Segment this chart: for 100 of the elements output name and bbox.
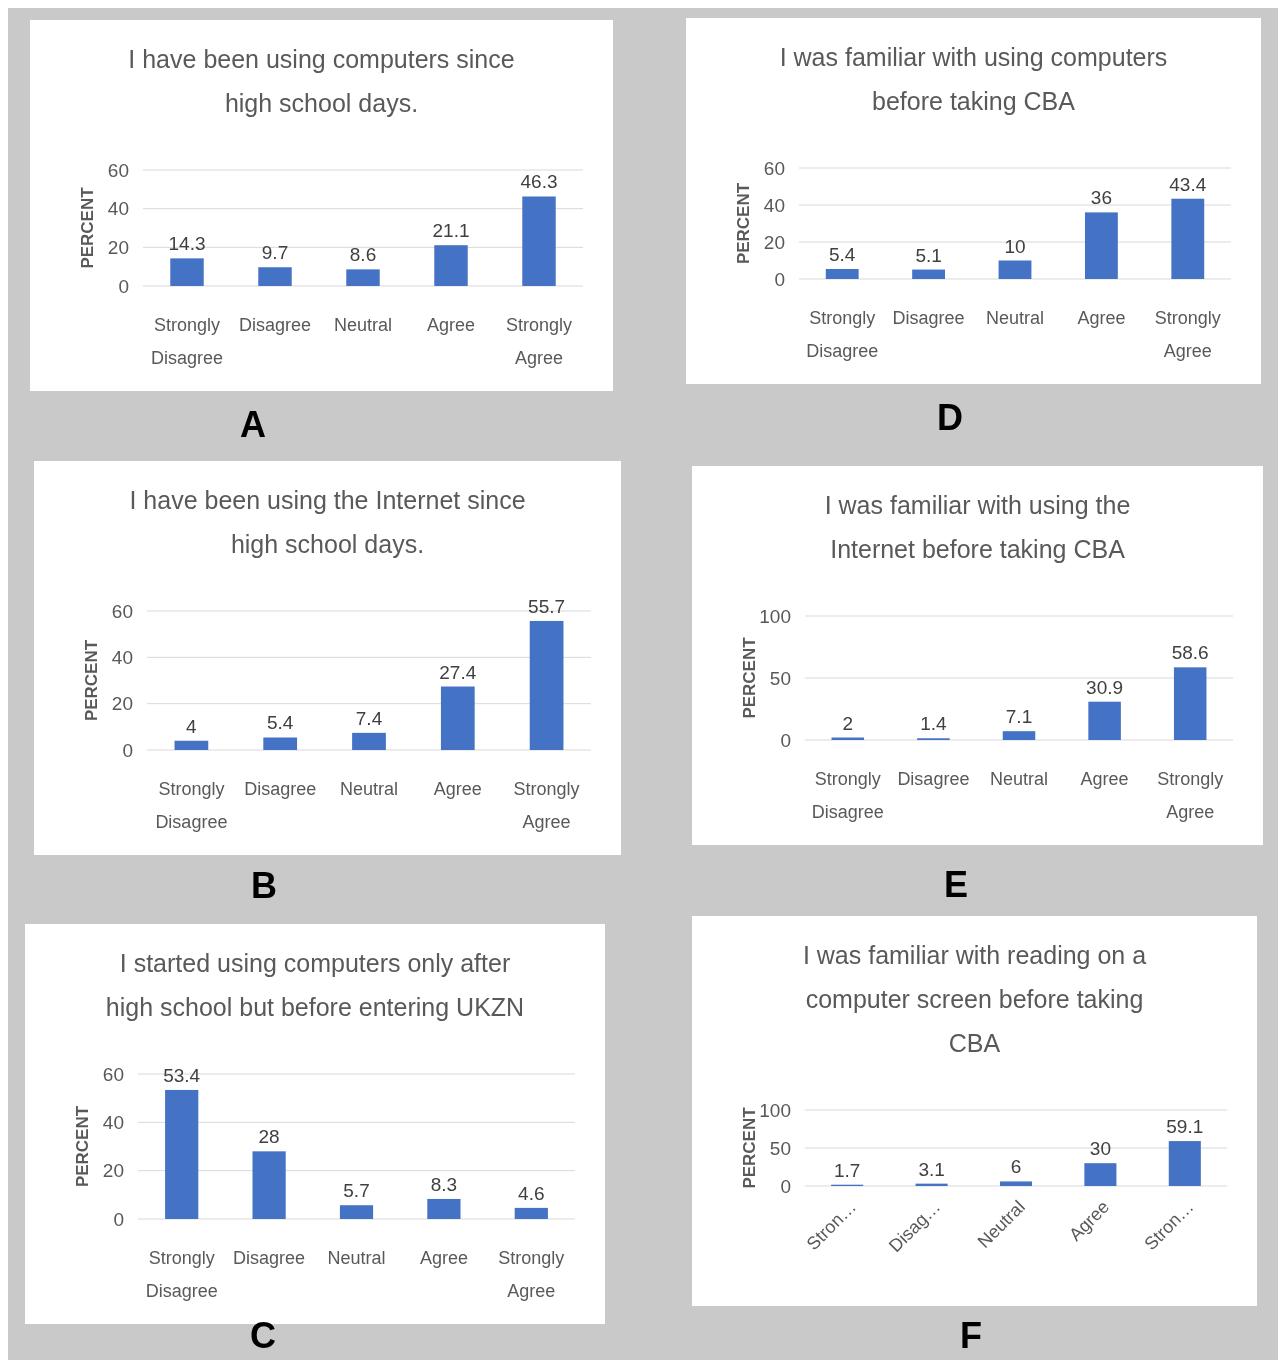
x-tick-label: Agree (419, 1248, 468, 1268)
x-tick-label: Agree (426, 315, 476, 335)
data-label: 6 (1010, 1156, 1022, 1178)
y-tick-label: 40 (102, 1111, 124, 1133)
bar (1168, 1141, 1201, 1186)
chart-title: I was familiar with reading on a computer screen before taking CBA (802, 941, 1147, 1057)
x-tick-label: Neutral (333, 315, 393, 335)
chart-title: I have been using computers since high school days. (128, 45, 515, 117)
bar (529, 620, 564, 750)
data-label: 5.7 (343, 1180, 370, 1202)
y-tick-label: 60 (102, 1063, 124, 1085)
data-label: 2 (842, 712, 854, 734)
x-tick-label: Strongly Disagree (145, 1248, 218, 1301)
y-axis-title: PERCENT (734, 182, 753, 265)
bar (825, 269, 859, 279)
data-label: 5.4 (266, 712, 294, 734)
data-label: 59.1 (1166, 1116, 1204, 1138)
data-label: 9.7 (261, 242, 289, 264)
x-tick-label: Disagree (244, 779, 317, 799)
data-label: 55.7 (528, 595, 566, 617)
data-label: 46.3 (520, 171, 558, 193)
y-axis-title: PERCENT (740, 636, 759, 719)
bar (522, 196, 556, 286)
y-tick-label: 40 (111, 646, 133, 668)
y-axis-title: PERCENT (740, 1106, 759, 1189)
data-label: 53.4 (163, 1064, 201, 1086)
data-label: 28 (258, 1126, 280, 1148)
y-tick-label: 20 (763, 231, 785, 253)
x-tick-label: Disagree (233, 1248, 306, 1268)
data-label: 58.6 (1171, 642, 1209, 664)
bar (170, 258, 204, 286)
bar (252, 1151, 286, 1219)
x-tick-label: Neutral (985, 308, 1045, 328)
bar (999, 1181, 1033, 1186)
x-tick-label: Strongly Disagree (806, 308, 879, 361)
data-label: 21.1 (432, 220, 470, 242)
x-tick-label: Neutral (327, 1248, 386, 1268)
data-label: 30 (1089, 1138, 1111, 1160)
text: D (937, 397, 963, 438)
y-tick-label: 60 (763, 157, 785, 179)
data-label: 3.1 (918, 1158, 945, 1180)
x-tick-label: Strongly Agree (1154, 308, 1221, 361)
bar (165, 1089, 199, 1219)
y-tick-label: 60 (111, 600, 133, 622)
chart-title: I was familiar with using the Internet before taking CBA (824, 491, 1131, 563)
x-tick-label: Strongly Agree (505, 315, 573, 368)
y-axis-title: PERCENT (73, 1105, 92, 1188)
bar (1171, 198, 1205, 279)
chart-title: I started using computers only after high school but before entering UKZN (105, 949, 525, 1021)
y-tick-label: 0 (774, 268, 785, 290)
bar (434, 245, 468, 286)
x-tick-label: Neutral (339, 779, 399, 799)
y-tick-label: 60 (107, 159, 129, 181)
x-tick-label: Disagree (238, 315, 312, 335)
data-label: 14.3 (168, 233, 206, 255)
y-tick-label: 100 (759, 605, 791, 627)
x-tick-label: Neutral (989, 769, 1049, 789)
data-label: 30.9 (1086, 676, 1124, 698)
y-tick-label: 0 (780, 729, 791, 751)
bar (258, 267, 292, 286)
data-label: 10 (1004, 235, 1026, 257)
x-tick-label: Strongly Disagree (811, 769, 884, 822)
y-tick-label: 40 (763, 194, 785, 216)
x-tick-label: Agree (1077, 308, 1126, 328)
text: E (943, 864, 969, 905)
y-tick-label: 20 (111, 693, 133, 715)
bar (352, 732, 386, 750)
data-label: 7.4 (355, 707, 383, 729)
bar (1088, 701, 1121, 740)
data-label: 4.6 (518, 1182, 545, 1204)
data-label: 7.1 (1005, 706, 1033, 728)
bar (1084, 212, 1118, 279)
bar (514, 1207, 548, 1219)
data-label: 5.4 (828, 244, 856, 266)
x-tick-label: Disagree (892, 308, 965, 328)
y-tick-label: 20 (107, 236, 129, 258)
x-tick-label: Strongly Agree (513, 779, 580, 832)
bar (1002, 731, 1036, 740)
data-label: 1.4 (920, 713, 948, 735)
chart-title: I have been using the Internet since high school days. (129, 486, 526, 558)
text: A (240, 404, 266, 445)
y-tick-label: 40 (107, 198, 129, 220)
text: B (251, 865, 277, 906)
y-axis-title: PERCENT (78, 186, 97, 269)
x-tick-label: Agree (1080, 769, 1129, 789)
y-axis-title: PERCENT (82, 639, 101, 722)
data-label: 8.6 (349, 244, 377, 266)
data-label: 8.3 (430, 1173, 458, 1195)
bar (346, 269, 380, 286)
y-tick-label: 0 (780, 1175, 791, 1197)
x-tick-label: Strongly Disagree (155, 779, 228, 832)
bar (912, 269, 946, 279)
text: C (250, 1315, 276, 1356)
y-tick-label: 20 (102, 1160, 124, 1182)
y-tick-label: 50 (769, 1137, 791, 1159)
data-label: 36 (1090, 187, 1112, 209)
x-tick-label: Strongly Disagree (150, 315, 224, 368)
bar (1084, 1163, 1117, 1186)
y-tick-label: 0 (122, 739, 133, 761)
y-tick-label: 100 (759, 1099, 791, 1121)
